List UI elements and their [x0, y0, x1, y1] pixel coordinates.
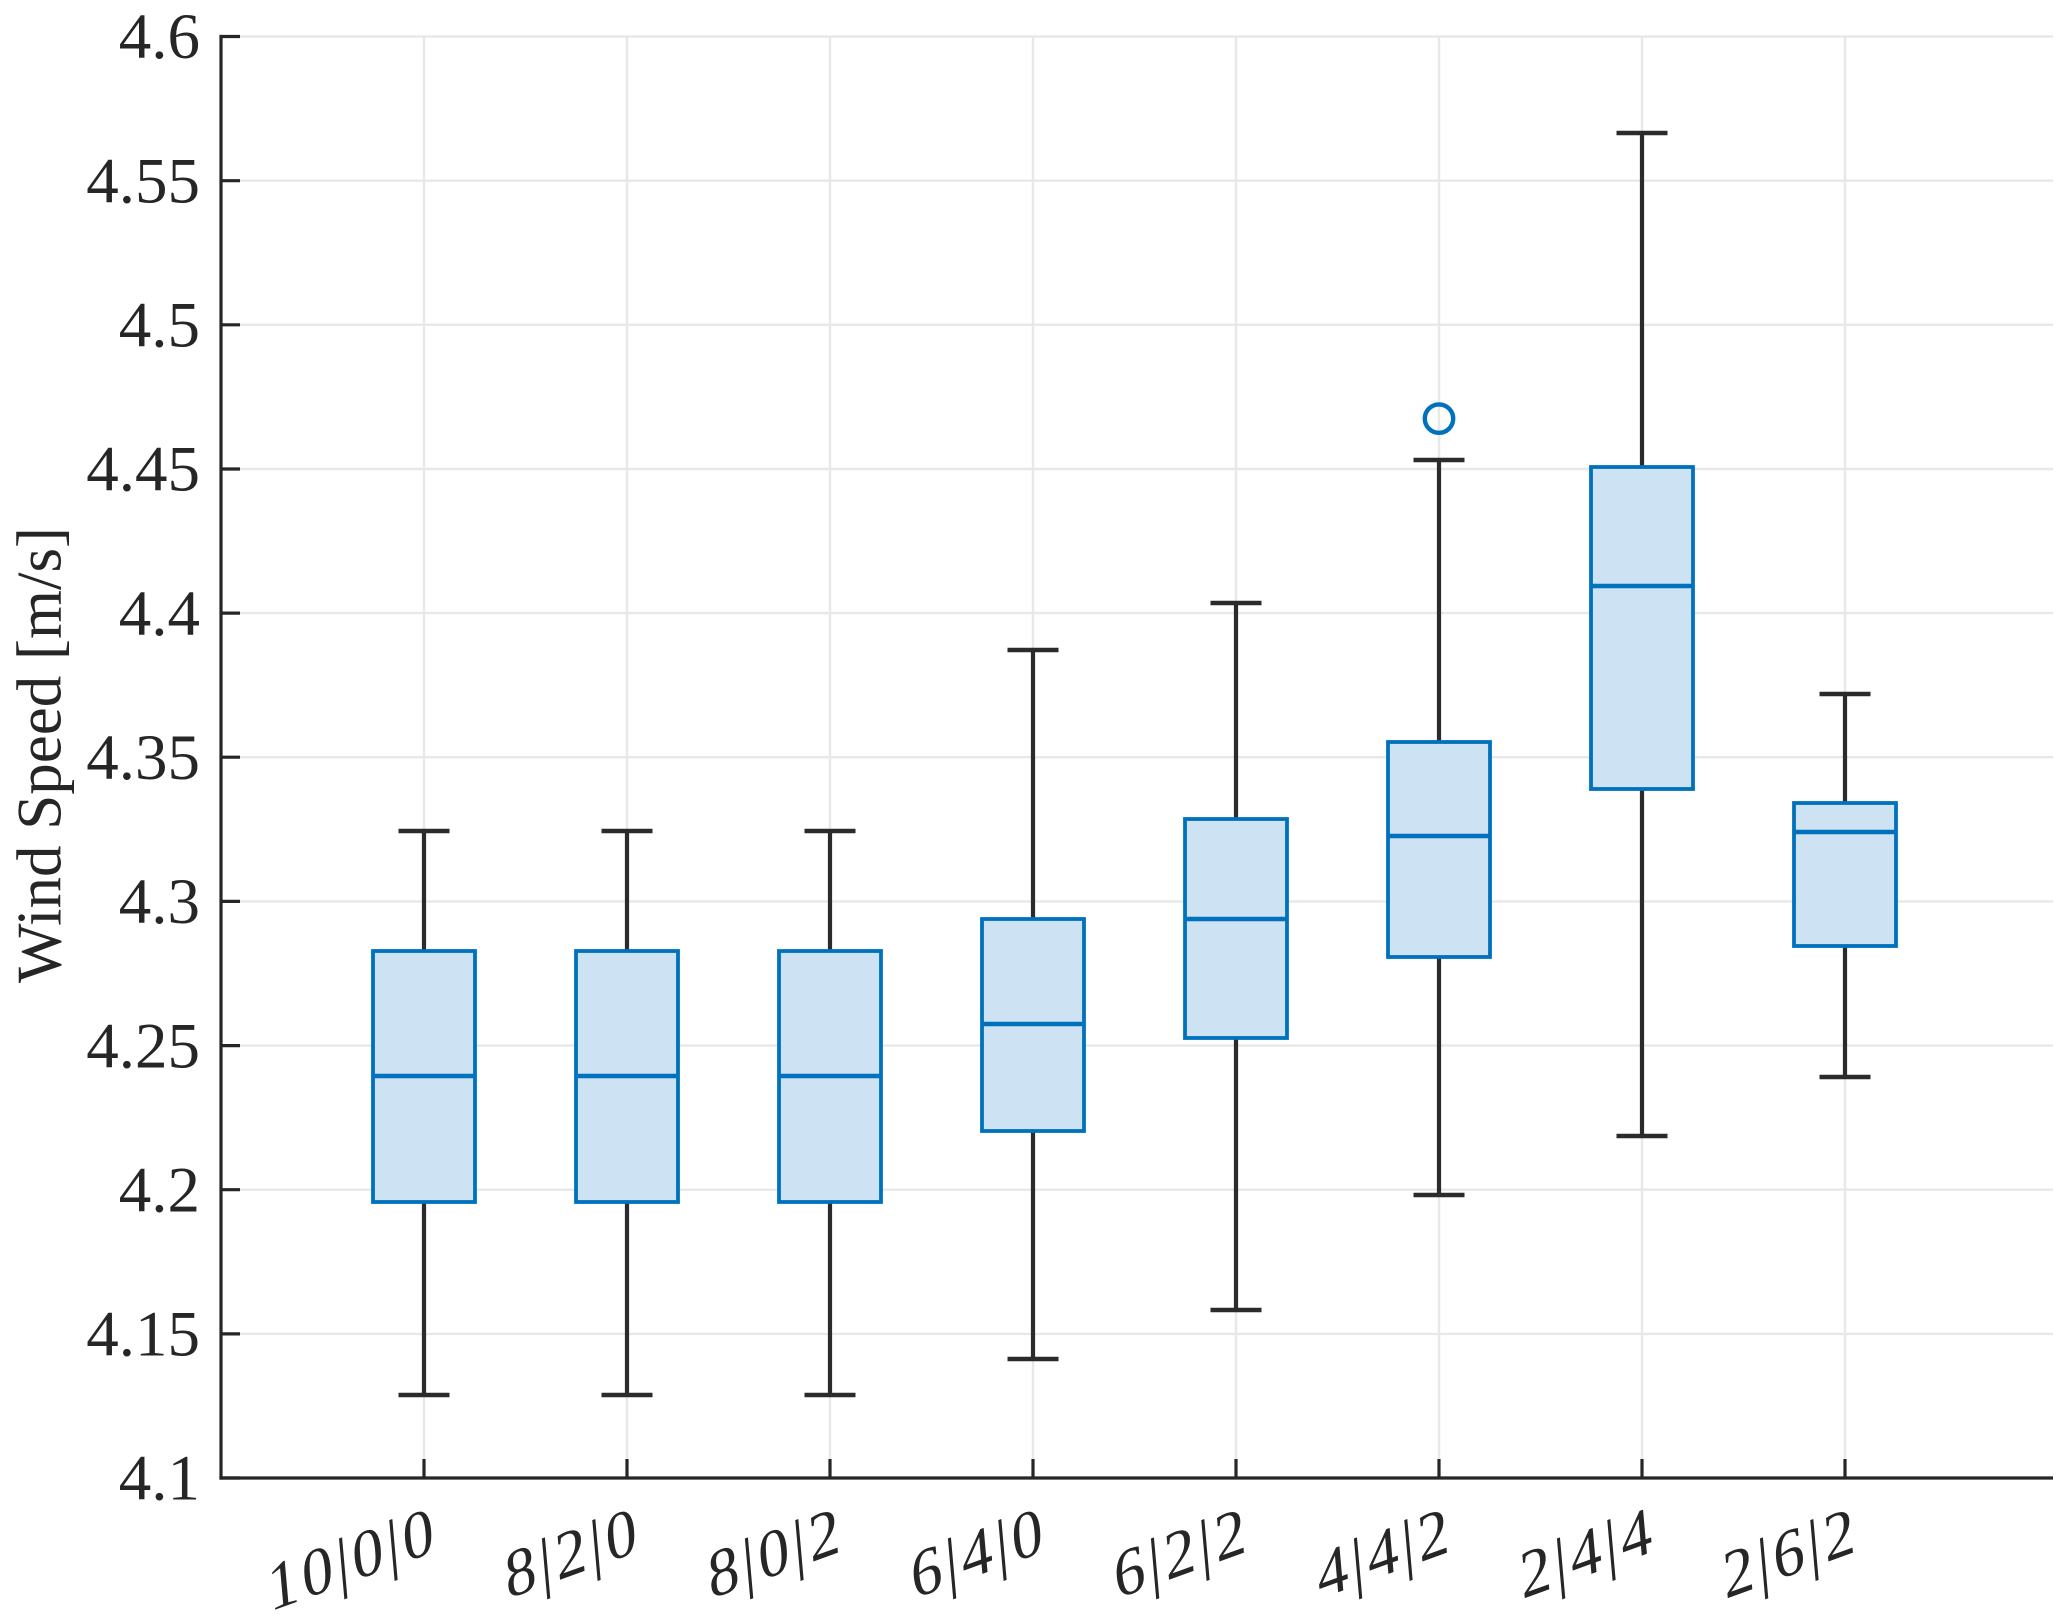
- svg-text:4.2: 4.2: [119, 1154, 200, 1226]
- svg-text:4.45: 4.45: [86, 434, 200, 506]
- svg-text:4.1: 4.1: [119, 1443, 200, 1515]
- svg-text:6|4|0: 6|4|0: [908, 1491, 1049, 1614]
- svg-text:4.6: 4.6: [119, 1, 200, 73]
- svg-text:10|0|0: 10|0|0: [265, 1491, 441, 1615]
- svg-text:4|4|2: 4|4|2: [1314, 1491, 1455, 1614]
- svg-text:Wind Speed [m/s]: Wind Speed [m/s]: [5, 527, 75, 983]
- svg-text:8|2|0: 8|2|0: [502, 1491, 643, 1614]
- svg-text:2|6|2: 2|6|2: [1720, 1491, 1861, 1614]
- svg-text:8|0|2: 8|0|2: [705, 1491, 846, 1614]
- svg-text:4.55: 4.55: [86, 145, 200, 217]
- svg-text:6|2|2: 6|2|2: [1111, 1491, 1252, 1614]
- svg-text:4.15: 4.15: [86, 1299, 200, 1371]
- svg-text:4.35: 4.35: [86, 722, 200, 794]
- svg-text:4.4: 4.4: [119, 578, 200, 650]
- svg-text:4.5: 4.5: [119, 290, 200, 362]
- svg-text:2|4|4: 2|4|4: [1517, 1491, 1658, 1614]
- svg-text:4.25: 4.25: [86, 1010, 200, 1082]
- svg-text:4.3: 4.3: [119, 866, 200, 938]
